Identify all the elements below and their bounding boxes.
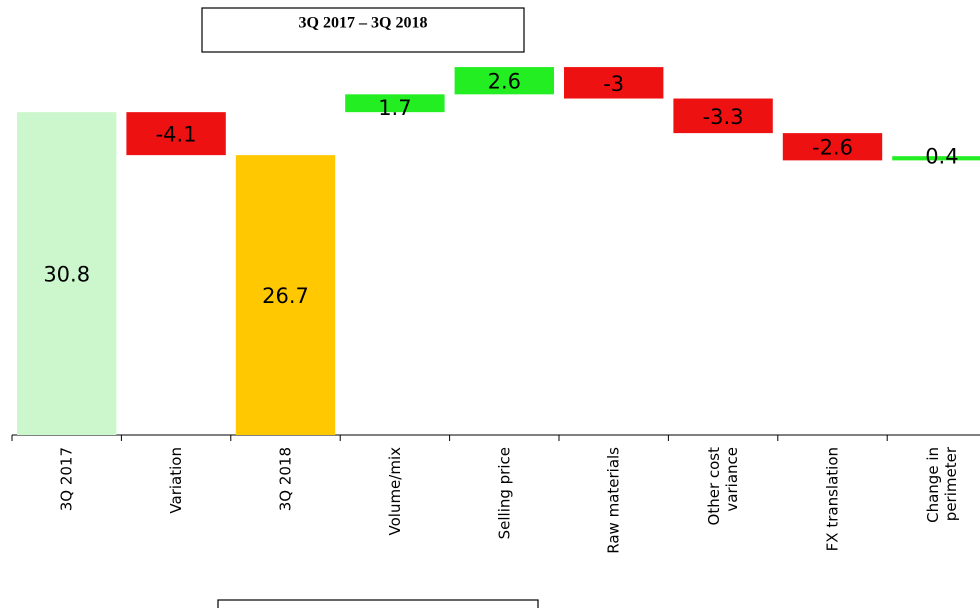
bar	[235, 155, 336, 436]
bar	[454, 67, 554, 95]
x-tick-label: Selling price	[495, 447, 513, 539]
bar	[782, 133, 883, 161]
x-tick-label: Volume/mix	[386, 447, 404, 536]
x-tick-label: Other costvariance	[705, 447, 741, 526]
value-label: -4.1	[156, 123, 197, 147]
empty-box	[217, 599, 539, 608]
value-label: 0.4	[925, 144, 958, 168]
x-tick-label: Variation	[167, 447, 185, 514]
x-tick-label: 3Q 2018	[277, 447, 295, 511]
bar	[17, 112, 117, 436]
bar	[673, 98, 773, 134]
x-tick-label: FX translation	[824, 447, 842, 551]
value-label: 30.8	[43, 263, 90, 287]
value-label: 26.7	[262, 284, 309, 308]
x-tick-label: Raw materials	[605, 447, 623, 554]
value-label: -3.3	[703, 105, 744, 129]
bar	[564, 67, 664, 99]
x-tick-label: 3Q 2017	[58, 447, 76, 511]
bar	[892, 156, 980, 161]
bar	[345, 94, 445, 113]
title-box	[201, 7, 525, 53]
x-tick-label: Change inperimeter	[924, 446, 960, 523]
value-label: -3	[603, 72, 624, 96]
bar	[126, 112, 226, 156]
value-label: 1.7	[378, 96, 411, 120]
value-label: 2.6	[488, 70, 521, 94]
value-label: -2.6	[812, 136, 853, 160]
chart-title: 3Q 2017 – 3Q 2018	[299, 15, 428, 32]
